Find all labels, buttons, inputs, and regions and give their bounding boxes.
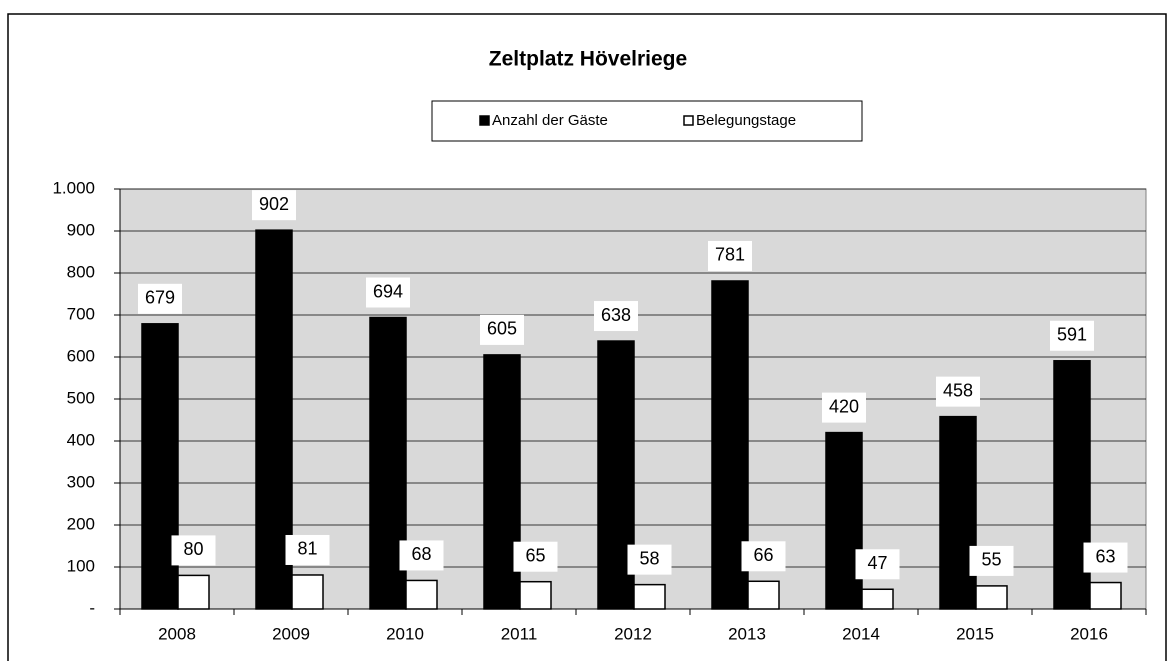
y-tick-label: 400	[67, 430, 95, 449]
data-label-box	[741, 541, 786, 572]
data-label-box	[822, 392, 866, 423]
legend-label: Anzahl der Gäste	[492, 112, 608, 129]
bar	[519, 580, 552, 610]
data-label-box	[252, 190, 296, 221]
data-label: 679	[145, 288, 175, 308]
data-label: 605	[487, 319, 517, 339]
legend-marker	[479, 115, 490, 126]
data-label-box	[513, 541, 558, 572]
chart-frame	[7, 13, 1167, 661]
legend-marker	[683, 115, 694, 126]
data-label: 81	[297, 539, 317, 559]
x-tick-label: 2011	[501, 624, 538, 643]
x-tick-label: 2015	[956, 624, 994, 643]
x-tick-label: 2013	[728, 624, 766, 643]
data-label: 47	[867, 553, 887, 573]
data-label: 638	[601, 305, 631, 325]
x-tick-label: 2014	[842, 624, 880, 643]
x-tick-label: 2008	[158, 624, 196, 643]
bar	[747, 580, 780, 610]
x-tick-label: 2009	[272, 624, 310, 643]
data-label-box	[1083, 542, 1128, 573]
bar	[939, 415, 977, 610]
data-label-box	[285, 534, 330, 565]
y-tick-label: -	[89, 598, 95, 617]
data-label: 458	[943, 380, 973, 400]
data-label-box	[936, 376, 980, 407]
data-label-box	[366, 277, 410, 308]
data-label-box	[171, 535, 216, 566]
y-tick-label: 700	[67, 304, 95, 323]
x-tick-label: 2010	[386, 624, 424, 643]
y-tick-label: 900	[67, 220, 95, 239]
bar	[861, 588, 894, 610]
legend-label: Belegungstage	[696, 112, 796, 129]
y-tick-label: 200	[67, 514, 95, 533]
legend	[431, 100, 863, 142]
y-tick-label: 600	[67, 346, 95, 365]
x-tick-label: 2016	[1070, 624, 1108, 643]
y-tick-label: 1.000	[52, 178, 95, 197]
bar	[141, 323, 179, 610]
data-label: 80	[183, 539, 203, 559]
data-label: 55	[981, 550, 1001, 570]
data-label-box	[1050, 320, 1094, 351]
data-label: 66	[753, 545, 773, 565]
data-label-box	[480, 314, 524, 345]
bar	[633, 583, 666, 610]
bar	[177, 574, 210, 610]
y-tick-label: 800	[67, 262, 95, 281]
data-label: 591	[1057, 325, 1087, 345]
data-label: 65	[525, 545, 545, 565]
bar	[1089, 581, 1122, 610]
data-label-box	[627, 544, 672, 575]
data-label: 68	[411, 544, 431, 564]
data-label-box	[708, 240, 752, 271]
data-label: 58	[639, 548, 659, 568]
data-label: 420	[829, 396, 859, 416]
data-label-box	[855, 549, 900, 580]
data-label-box	[399, 540, 444, 571]
chart-title: Zeltplatz Hövelriege	[489, 48, 687, 71]
bar	[291, 574, 324, 610]
data-label: 902	[259, 194, 289, 214]
data-label-box	[138, 283, 182, 314]
y-tick-label: 500	[67, 388, 95, 407]
data-label: 63	[1095, 546, 1115, 566]
data-label: 694	[373, 281, 403, 301]
y-tick-label: 300	[67, 472, 95, 491]
data-label-box	[594, 301, 638, 332]
bar	[405, 579, 438, 610]
data-label: 781	[715, 245, 745, 265]
bar	[975, 585, 1008, 610]
bar	[825, 431, 863, 610]
y-tick-label: 100	[67, 556, 95, 575]
data-label-box	[969, 545, 1014, 576]
x-tick-label: 2012	[614, 624, 652, 643]
